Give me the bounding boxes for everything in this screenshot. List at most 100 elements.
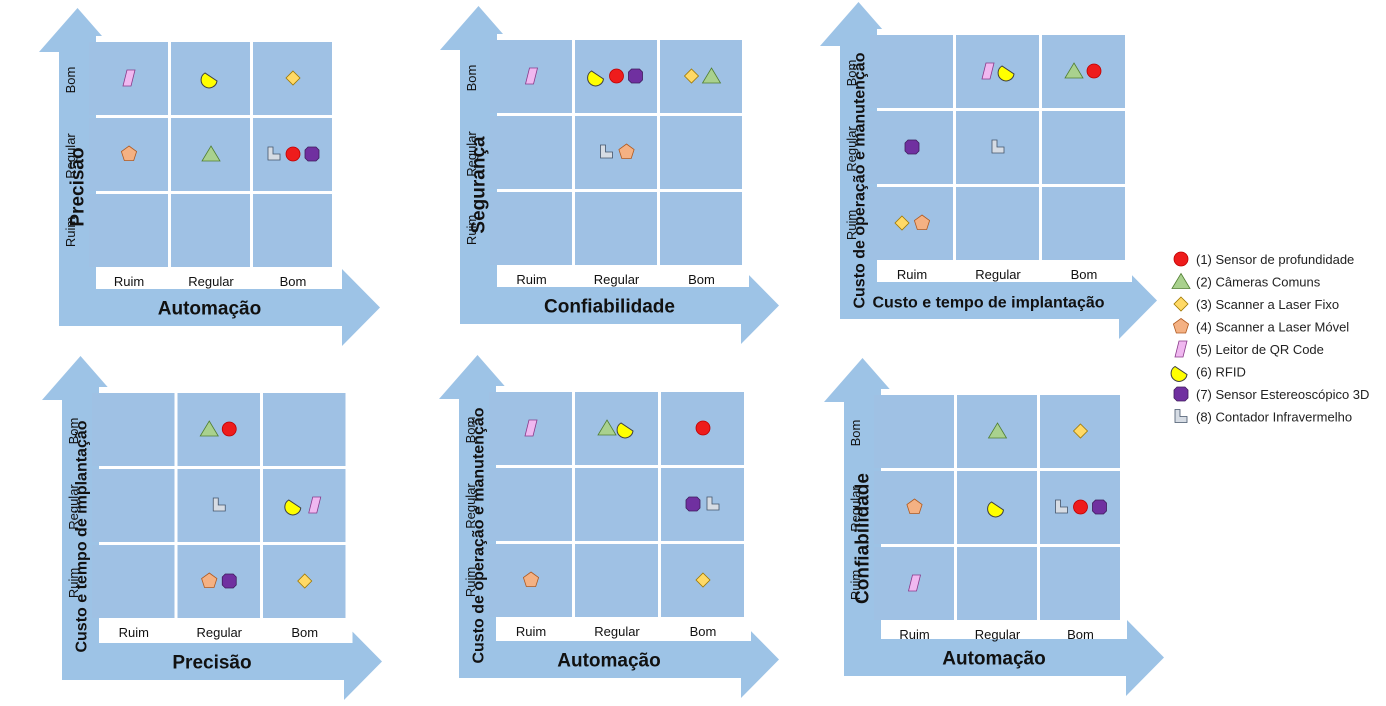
marker-7 (1092, 499, 1107, 515)
marker-6 (587, 70, 605, 87)
panel-4: Ruim Regular Bom Ruim Regular Bom Precisão Cust… (42, 356, 382, 700)
marker-5 (308, 496, 322, 514)
y-tick-label: Regular (463, 483, 478, 529)
x-axis-arrow (62, 623, 382, 700)
x-tick-label: Ruim (516, 624, 546, 639)
marker-4 (913, 214, 931, 230)
marker-2 (701, 67, 722, 84)
marker-6 (284, 499, 302, 516)
grid-cell (575, 116, 657, 189)
grid-cell (956, 35, 1039, 108)
x-tick-label: Bom (690, 624, 717, 639)
x-axis-title: Confiabilidade (544, 297, 675, 318)
marker-2 (199, 420, 219, 437)
x-tick-label: Ruim (516, 272, 546, 287)
marker-5 (1174, 340, 1188, 358)
x-tick-label: Regular (975, 627, 1021, 642)
grid-cell (1040, 547, 1120, 620)
x-tick-label: Ruim (114, 274, 144, 289)
y-axis-title: Confiabilidade (853, 473, 874, 604)
marker-2 (201, 145, 221, 162)
panel-2: Ruim Regular Bom Ruim Regular Bom Confiabilida… (440, 6, 779, 344)
y-axis-title: Custo e tempo de implantação (74, 420, 91, 652)
grid-cell (956, 187, 1039, 260)
marker-3 (297, 573, 313, 589)
marker-8 (991, 139, 1005, 154)
y-axis-arrow (440, 6, 517, 300)
y-tick-label: Bom (848, 420, 863, 447)
marker-3 (894, 215, 910, 231)
grid-cell (263, 393, 346, 466)
marker-8 (1055, 499, 1068, 514)
y-tick-label: Ruim (844, 210, 859, 240)
marker-8 (600, 144, 613, 159)
marker-6 (997, 65, 1015, 82)
x-axis-arrow (460, 267, 779, 344)
marker-8 (706, 496, 720, 511)
grid-cell (575, 392, 658, 465)
marker-5 (907, 574, 922, 592)
marker-3 (683, 68, 700, 84)
marker-4 (618, 143, 635, 159)
x-tick-label: Bom (291, 625, 318, 640)
x-tick-label: Bom (688, 272, 715, 287)
marker-2 (987, 422, 1008, 439)
marker-6 (1170, 365, 1188, 382)
x-tick-label: Bom (1067, 627, 1094, 642)
y-tick-label: Bom (63, 67, 78, 94)
marker-4 (120, 145, 138, 161)
marker-4 (1172, 318, 1190, 334)
marker-2 (1171, 272, 1191, 289)
legend-label: (5) Leitor de QR Code (1196, 342, 1324, 357)
grid-cell (660, 192, 742, 265)
marker-5 (122, 69, 136, 87)
marker-6 (987, 501, 1005, 518)
grid-cell (1042, 35, 1125, 108)
x-tick-label: Ruim (897, 267, 927, 282)
marker-6 (200, 72, 218, 89)
y-axis-title: Precisão (68, 147, 89, 226)
marker-8 (212, 497, 226, 512)
grid-cell (177, 393, 260, 466)
y-tick-label: Ruim (463, 567, 478, 597)
y-axis-arrow (39, 8, 116, 302)
grid-cell (1042, 187, 1125, 260)
panel-5: Ruim Regular Bom Ruim Regular Bom Automação Cus… (439, 355, 779, 698)
marker-5 (981, 62, 995, 80)
marker-4 (906, 498, 923, 514)
legend-label: (3) Scanner a Laser Fixo (1196, 297, 1339, 312)
panel-6: Ruim Regular Bom Ruim Regular Bom Automação Con… (824, 358, 1164, 696)
grid-cell (177, 545, 260, 618)
y-axis-arrow (820, 2, 897, 295)
grid-cell (957, 547, 1037, 620)
marker-8 (267, 146, 281, 161)
x-tick-label: Bom (280, 274, 307, 289)
y-axis-arrow (824, 358, 901, 655)
legend: (1) Sensor de profundidade (2) Câmeras Co… (1170, 251, 1369, 425)
x-tick-label: Regular (188, 274, 234, 289)
y-tick-label: Bom (66, 418, 81, 445)
marker-1 (285, 146, 301, 162)
legend-label: (2) Câmeras Comuns (1196, 275, 1321, 290)
marker-7 (904, 139, 920, 155)
marker-5 (524, 419, 538, 437)
marker-6 (616, 422, 634, 439)
legend-item: (3) Scanner a Laser Fixo (1173, 296, 1339, 312)
grid-cell (575, 468, 658, 541)
marker-7 (304, 146, 320, 162)
grid-cell (92, 393, 175, 466)
marker-1 (695, 420, 711, 436)
grid-cell (575, 544, 658, 617)
x-axis-arrow (459, 621, 779, 698)
grid-cell (660, 116, 742, 189)
y-tick-label: Ruim (464, 215, 479, 245)
y-tick-label: Bom (464, 65, 479, 92)
marker-8 (1174, 409, 1188, 423)
legend-label: (4) Scanner a Laser Móvel (1196, 320, 1349, 335)
legend-item: (2) Câmeras Comuns (1171, 272, 1321, 290)
grid-cell (575, 192, 657, 265)
marker-2 (597, 419, 617, 436)
legend-label: (7) Sensor Estereoscópico 3D (1196, 387, 1369, 402)
grid-cell (489, 468, 572, 541)
